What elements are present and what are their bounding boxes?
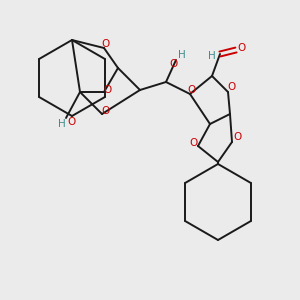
Text: O: O [102, 39, 110, 49]
Text: O: O [189, 138, 197, 148]
Text: O: O [187, 85, 195, 95]
Text: O: O [238, 43, 246, 53]
Text: O: O [102, 106, 110, 116]
Text: O: O [104, 85, 112, 95]
Text: O: O [234, 132, 242, 142]
Text: O: O [68, 117, 76, 127]
Text: H: H [208, 51, 216, 61]
Text: H: H [178, 50, 186, 60]
Text: H: H [58, 119, 66, 129]
Text: O: O [170, 59, 178, 69]
Text: O: O [227, 82, 235, 92]
